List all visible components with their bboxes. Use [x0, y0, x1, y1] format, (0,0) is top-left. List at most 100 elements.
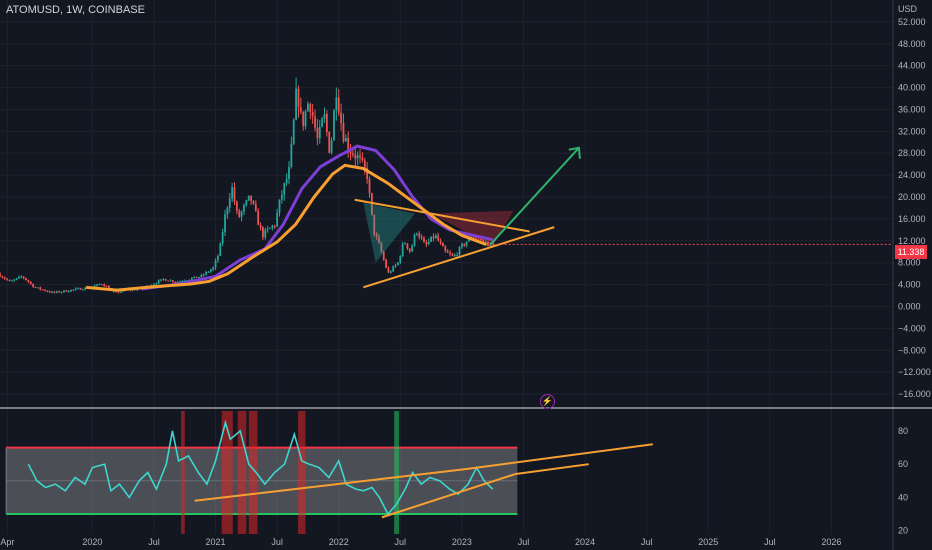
candle: [20, 276, 23, 278]
rsi-tick-label: 40: [898, 492, 908, 502]
x-tick-label: 2021: [206, 537, 226, 547]
candle: [434, 235, 437, 239]
candle: [39, 287, 42, 290]
candle: [174, 281, 177, 283]
candle: [262, 227, 264, 238]
candle: [27, 280, 30, 283]
candle: [354, 155, 357, 159]
candle: [172, 280, 174, 282]
candle: [157, 280, 160, 284]
candle: [190, 278, 193, 280]
candle: [96, 284, 99, 286]
candle: [406, 243, 409, 249]
trend-extension-line: [465, 443, 653, 471]
candle: [247, 195, 250, 201]
candle: [382, 251, 385, 260]
candle: [361, 157, 364, 161]
candle: [283, 183, 286, 195]
grid: [0, 0, 893, 534]
trend-upper-line: [194, 468, 466, 502]
x-tick-label: 2023: [452, 537, 472, 547]
candle: [6, 278, 9, 280]
candle: [193, 276, 196, 279]
candle: [254, 203, 257, 212]
candle: [311, 112, 314, 117]
candle: [420, 237, 423, 239]
candle: [264, 229, 267, 238]
candle: [176, 281, 179, 283]
y-tick-label: 12.000: [898, 236, 926, 246]
candle: [188, 279, 191, 281]
last-price-tag: 11.338: [895, 245, 927, 259]
y-tick-label: 28.000: [898, 148, 926, 158]
candle: [250, 195, 252, 201]
candle: [235, 201, 238, 211]
y-tick-label: −12.000: [898, 367, 931, 377]
ma-fast-line: [141, 144, 494, 291]
lightning-icon[interactable]: ⚡: [540, 394, 555, 409]
candle: [51, 291, 54, 293]
candle: [228, 198, 231, 208]
candle: [79, 288, 82, 290]
chart-title: ATOMUSD, 1W, COINBASE: [6, 4, 145, 16]
candle: [333, 110, 335, 141]
candle: [437, 235, 440, 241]
rsi-highlight-red: [181, 411, 185, 534]
candle: [439, 240, 442, 244]
candle: [276, 212, 279, 227]
candle: [299, 107, 302, 112]
candle: [285, 178, 288, 184]
candle: [335, 97, 338, 111]
candle: [401, 243, 404, 257]
candle: [162, 279, 165, 281]
candle: [449, 252, 451, 255]
y-tick-label: 36.000: [898, 104, 926, 114]
candle: [179, 281, 181, 283]
candle: [273, 225, 276, 227]
candle: [53, 291, 56, 293]
candle: [72, 289, 75, 291]
candle: [415, 233, 418, 235]
y-tick-label: 8.000: [898, 258, 921, 268]
candle: [169, 280, 172, 282]
candle: [82, 289, 84, 291]
candle: [307, 103, 309, 112]
x-tick-label: 2025: [698, 537, 718, 547]
projection-line: [489, 147, 580, 246]
candle: [378, 236, 380, 243]
price-pane[interactable]: [0, 77, 893, 294]
candle: [297, 88, 300, 108]
y-tick-label: −8.000: [898, 345, 926, 355]
resistance-line: [354, 198, 530, 233]
candle: [46, 290, 49, 292]
candle: [115, 291, 117, 293]
rsi-highlight-red: [221, 411, 233, 534]
candle: [477, 238, 480, 240]
candle: [44, 289, 46, 291]
candle: [55, 291, 58, 293]
candle: [321, 118, 324, 127]
candle: [240, 211, 243, 217]
candle: [340, 112, 342, 123]
candle: [74, 288, 77, 290]
candle: [349, 151, 352, 154]
candle: [160, 279, 162, 281]
candle: [368, 179, 371, 194]
candle: [444, 246, 447, 251]
candle: [181, 281, 184, 283]
candle: [330, 140, 333, 153]
rsi-pane[interactable]: [5, 411, 653, 534]
pattern-shade-green: [363, 202, 416, 263]
y-tick-label: 40.000: [898, 83, 926, 93]
candle: [84, 287, 87, 290]
candle: [266, 228, 269, 230]
candle: [380, 242, 383, 252]
candle: [117, 291, 120, 293]
candle: [314, 116, 316, 128]
candle: [472, 237, 475, 239]
y-tick-label: 16.000: [898, 214, 926, 224]
candle: [10, 280, 13, 282]
y-tick-label: 44.000: [898, 61, 926, 71]
candle: [153, 284, 155, 286]
